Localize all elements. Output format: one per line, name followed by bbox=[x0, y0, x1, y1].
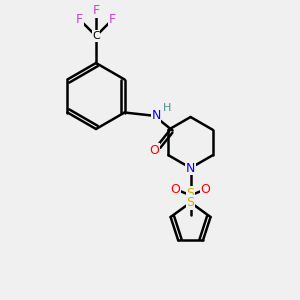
Text: H: H bbox=[162, 103, 171, 113]
Text: O: O bbox=[150, 143, 160, 157]
Text: S: S bbox=[187, 187, 195, 200]
Text: C: C bbox=[92, 31, 100, 41]
Text: F: F bbox=[109, 13, 116, 26]
Text: N: N bbox=[152, 109, 161, 122]
Text: O: O bbox=[171, 182, 181, 196]
Text: F: F bbox=[92, 4, 100, 17]
Text: O: O bbox=[201, 182, 211, 196]
Text: S: S bbox=[187, 196, 195, 209]
Text: N: N bbox=[186, 161, 195, 175]
Text: F: F bbox=[76, 13, 83, 26]
